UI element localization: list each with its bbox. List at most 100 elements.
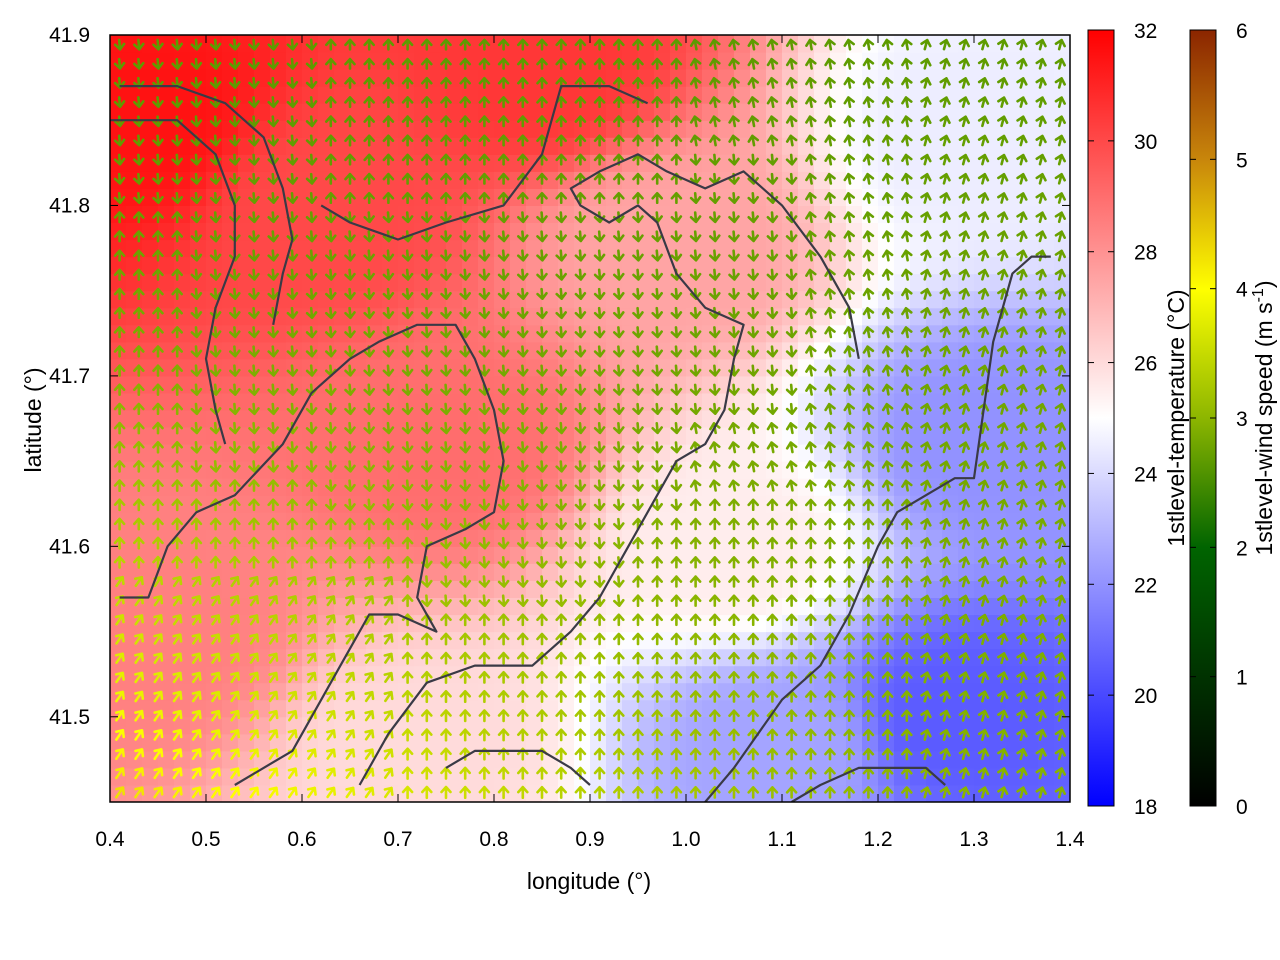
heatmap-cell: [350, 512, 367, 530]
heatmap-cell: [350, 427, 367, 445]
heatmap-cell: [382, 716, 399, 735]
heatmap-cell: [254, 239, 271, 258]
heatmap-cell: [142, 750, 159, 769]
heatmap-cell: [158, 324, 175, 343]
heatmap-cell: [398, 597, 415, 616]
heatmap-cell: [910, 120, 927, 138]
heatmap-cell: [270, 665, 287, 684]
heatmap-cell: [1022, 427, 1039, 445]
heatmap-cell: [398, 750, 415, 769]
heatmap-cell: [350, 495, 367, 513]
heatmap-cell: [222, 580, 239, 598]
heatmap-cell: [286, 69, 303, 87]
heatmap-cell: [286, 86, 303, 104]
heatmap-cell: [254, 529, 271, 547]
heatmap-cell: [334, 239, 351, 258]
heatmap-cell: [238, 665, 255, 684]
heatmap-cell: [430, 580, 447, 598]
heatmap-cell: [446, 427, 463, 445]
heatmap-cell: [766, 580, 783, 598]
heatmap-cell: [430, 546, 447, 564]
heatmap-cell: [286, 614, 303, 633]
heatmap-cell: [638, 682, 655, 701]
y-tick-label: 41.7: [49, 365, 90, 388]
heatmap-cell: [1006, 682, 1023, 701]
y-tick-label: 41.8: [49, 194, 90, 217]
heatmap-cell: [542, 239, 559, 258]
heatmap-cell: [478, 733, 495, 752]
heatmap-cell: [302, 410, 319, 428]
heatmap-cell: [158, 120, 175, 138]
heatmap-cell: [366, 580, 383, 598]
heatmap-cell: [430, 137, 447, 155]
heatmap-cell: [526, 682, 543, 701]
heatmap-cell: [302, 103, 319, 121]
heatmap-cell: [446, 580, 463, 598]
heatmap-cell: [446, 716, 463, 735]
heatmap-cell: [350, 86, 367, 104]
heatmap-cell: [334, 597, 351, 616]
heatmap-cell: [382, 614, 399, 633]
heatmap-cell: [734, 392, 751, 411]
heatmap-cell: [542, 682, 559, 701]
heatmap-cell: [910, 222, 927, 241]
heatmap-cell: [670, 580, 687, 598]
heatmap-cell: [142, 682, 159, 701]
heatmap-cell: [158, 86, 175, 104]
heatmap-cell: [446, 392, 463, 411]
heatmap-cell: [430, 341, 447, 360]
heatmap-cell: [142, 273, 159, 292]
heatmap-cell: [430, 256, 447, 275]
colorbar-tick-label: 6: [1236, 20, 1248, 43]
heatmap-cell: [622, 69, 639, 87]
heatmap-cell: [254, 256, 271, 275]
x-tick-label: 1.3: [959, 828, 988, 851]
heatmap-cell: [334, 188, 351, 206]
heatmap-cell: [478, 120, 495, 138]
heatmap-cell: [334, 682, 351, 701]
heatmap-cell: [206, 239, 223, 258]
heatmap-cell: [254, 341, 271, 360]
colorbar-tick-label: 28: [1134, 242, 1157, 265]
heatmap-cell: [446, 256, 463, 275]
heatmap-cell: [142, 478, 159, 496]
heatmap-cell: [366, 648, 383, 667]
heatmap-cell: [398, 563, 415, 581]
heatmap-cell: [142, 341, 159, 360]
heatmap-cell: [302, 392, 319, 411]
heatmap-cell: [142, 665, 159, 684]
heatmap-cell: [398, 120, 415, 138]
heatmap-cell: [430, 307, 447, 326]
colorbar-tick-label: 0: [1236, 796, 1248, 819]
heatmap-cell: [334, 512, 351, 530]
heatmap-cell: [254, 427, 271, 445]
heatmap-cell: [334, 427, 351, 445]
heatmap-cell: [574, 733, 591, 752]
heatmap-cell: [334, 767, 351, 786]
heatmap-cell: [238, 546, 255, 564]
heatmap-cell: [574, 239, 591, 258]
heatmap-cell: [238, 478, 255, 496]
heatmap-cell: [238, 392, 255, 411]
heatmap-cell: [334, 341, 351, 360]
heatmap-cell: [190, 375, 207, 394]
heatmap-cell: [142, 648, 159, 667]
heatmap-cell: [430, 35, 447, 53]
heatmap-cell: [334, 614, 351, 633]
heatmap-cell: [446, 495, 463, 513]
heatmap-cell: [478, 546, 495, 564]
heatmap-cell: [862, 580, 879, 598]
heatmap-cell: [670, 120, 687, 138]
heatmap-cell: [382, 767, 399, 786]
heatmap-cell: [382, 529, 399, 547]
heatmap-cell: [718, 597, 735, 616]
heatmap-cell: [158, 495, 175, 513]
x-tick-label: 0.9: [575, 828, 604, 851]
heatmap-cell: [190, 392, 207, 411]
heatmap-cell: [334, 392, 351, 411]
heatmap-cell: [638, 631, 655, 650]
heatmap-cell: [190, 716, 207, 735]
heatmap-cell: [1022, 273, 1039, 292]
heatmap-cell: [430, 239, 447, 258]
